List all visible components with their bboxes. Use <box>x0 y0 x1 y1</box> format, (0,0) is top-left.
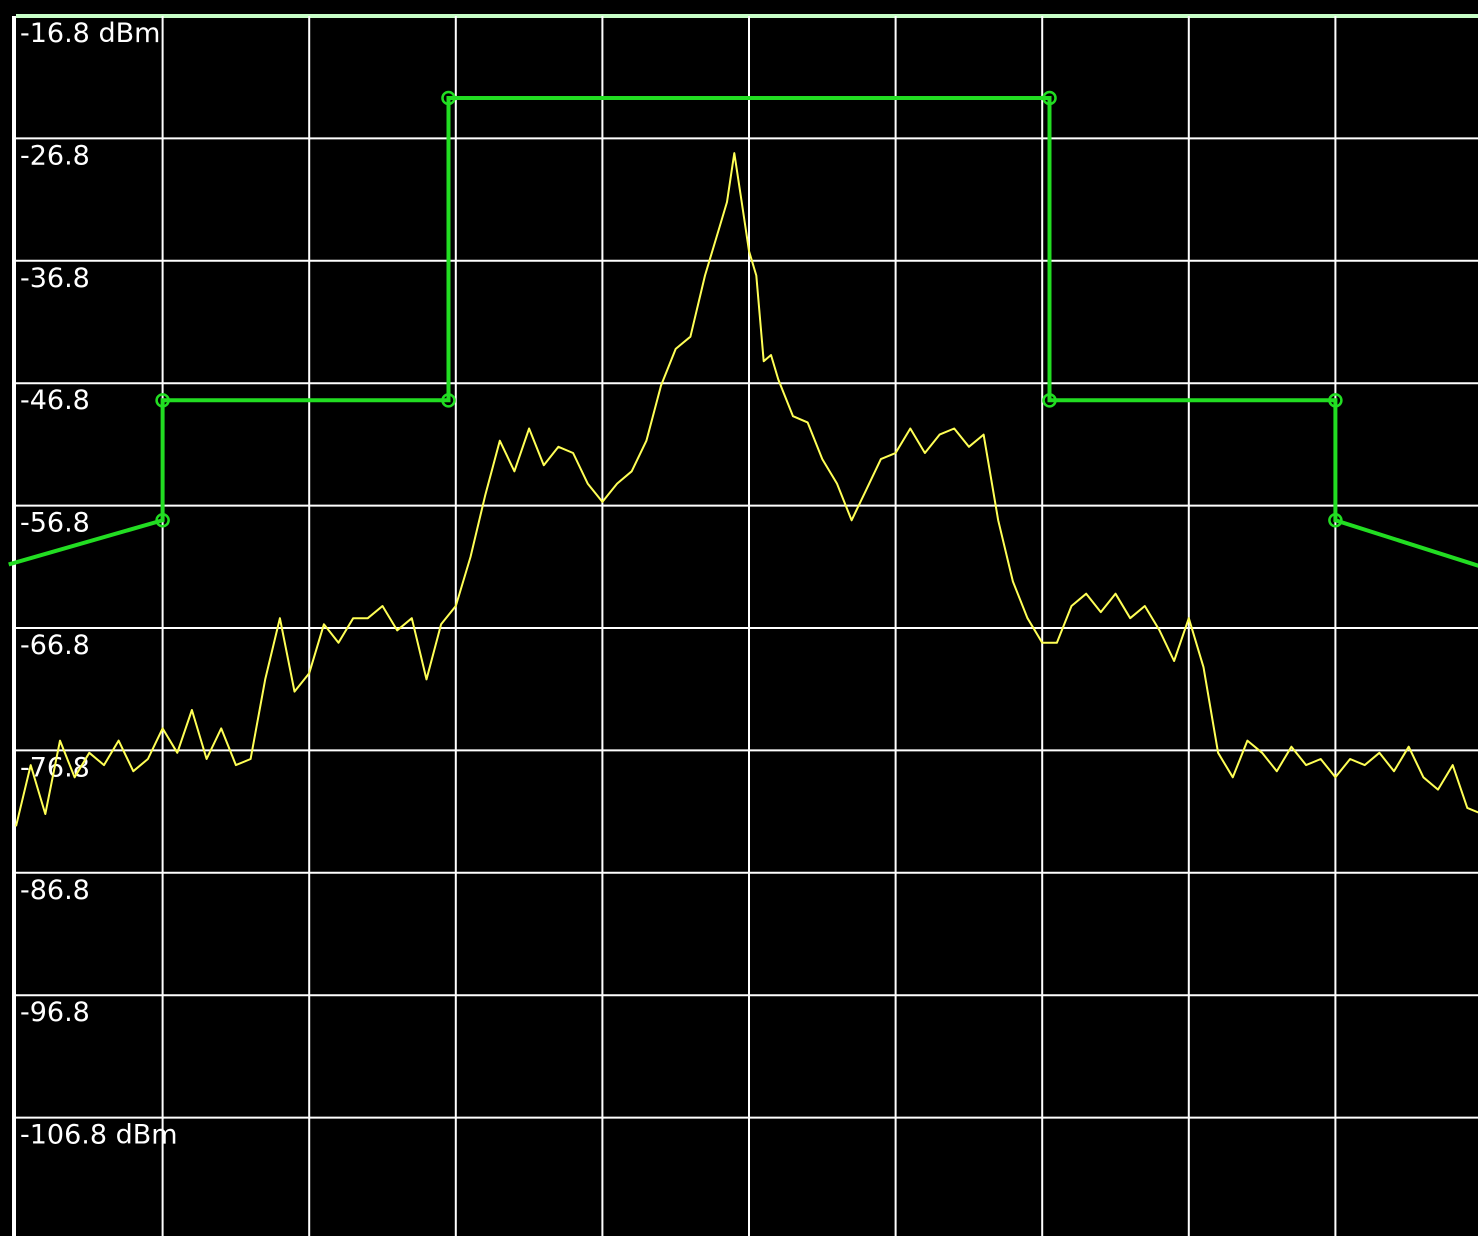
limit-mask-point <box>1328 393 1343 408</box>
limit-mask-point <box>155 393 170 408</box>
limit-mask-point <box>155 513 170 528</box>
spectrum-trace-line <box>15 152 1478 827</box>
y-tick-label: -86.8 <box>20 875 90 906</box>
y-tick-label: -96.8 <box>20 997 90 1028</box>
limit-mask-point <box>1328 513 1343 528</box>
y-tick-label: -26.8 <box>20 140 90 171</box>
limit-mask-point <box>441 90 456 106</box>
y-tick-label: -46.8 <box>20 385 90 416</box>
y-tick-label: -16.8 dBm <box>20 18 160 49</box>
limit-mask-point <box>1042 90 1057 106</box>
y-tick-label: -66.8 <box>20 630 90 661</box>
horizontal-gridlines <box>16 137 1478 1119</box>
y-tick-label: -106.8 dBm <box>20 1120 178 1151</box>
y-tick-label: -36.8 <box>20 263 90 294</box>
limit-mask-point <box>441 393 456 408</box>
y-tick-labels: -16.8 dBm-26.8-36.8-46.8-56.8-66.8-76.8-… <box>20 18 178 1151</box>
chart-series <box>8 90 1478 827</box>
vertical-gridlines <box>161 16 1337 1236</box>
limit-mask-line <box>8 96 1478 568</box>
limit-mask-point <box>1042 393 1057 408</box>
y-tick-label: -56.8 <box>20 508 90 539</box>
